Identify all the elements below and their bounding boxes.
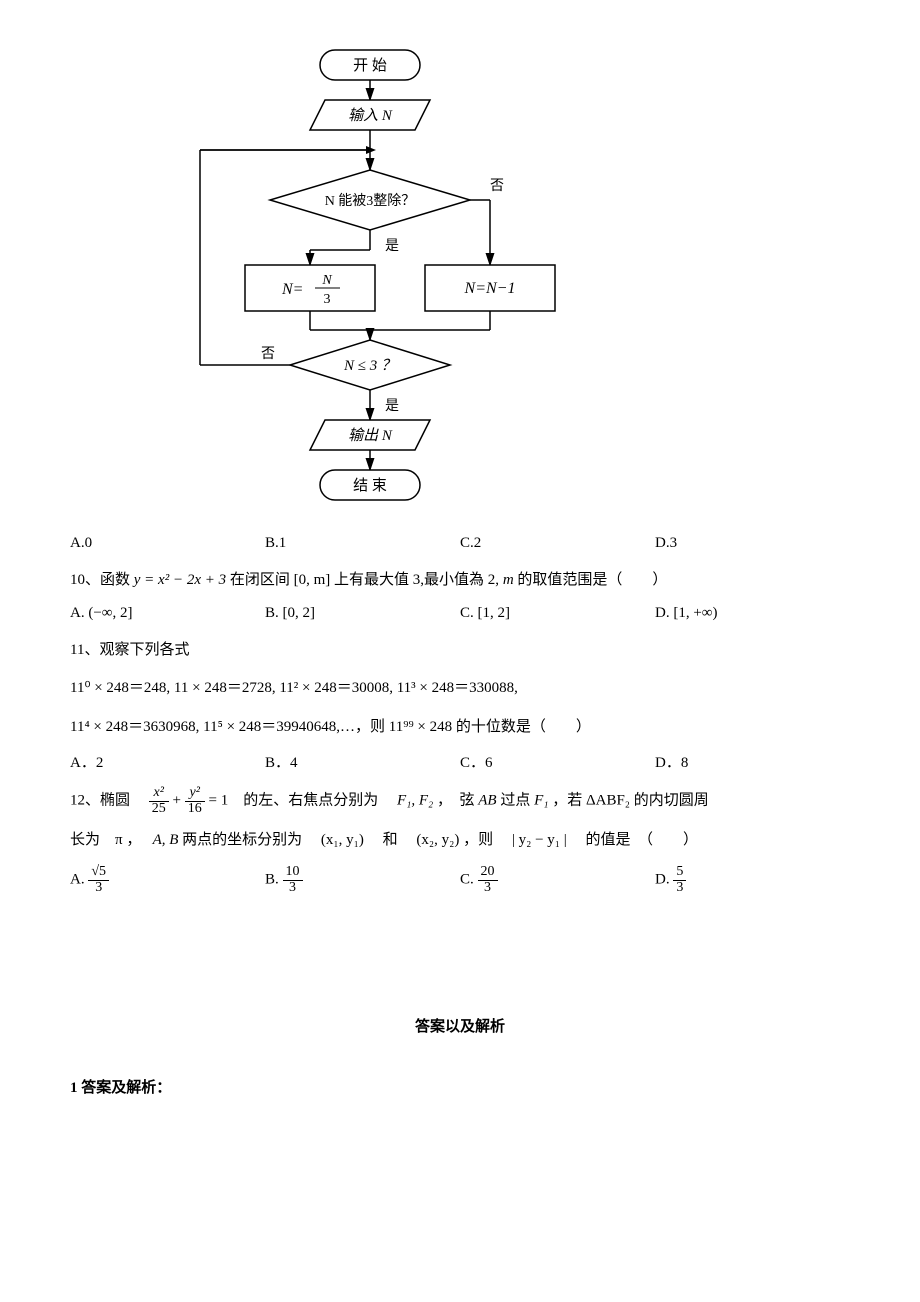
procL-num: N <box>321 273 332 288</box>
q12-line1: 12、椭圆 x² 25 + y² 16 = 1 的左、右焦点分别为 F₁, F₂… <box>70 786 850 816</box>
q12-d-den: 3 <box>673 881 686 896</box>
q10-opt-d: D. [1, +∞) <box>655 605 850 622</box>
q11-opt-a: A．2 <box>70 751 265 772</box>
q12-a-den: 3 <box>88 881 109 896</box>
node-end-label: 结 束 <box>353 477 387 494</box>
node-start-label: 开 始 <box>353 57 387 74</box>
node-input-label: 输入 N <box>348 107 393 124</box>
dec2-yes-label: 是 <box>385 399 399 414</box>
q11-opt-b: B．4 <box>265 751 460 772</box>
q12-a-pre: A. <box>70 872 88 888</box>
q12-d-pre: D. <box>655 872 673 888</box>
q11-l2b: 11⁵ × 248＝39940648,…，则 <box>203 719 389 735</box>
q10-opt-c: C. [1, 2] <box>460 605 655 622</box>
q12-tri: ΔABF₂ <box>586 793 630 809</box>
q12-l2d: 的值是 （ ） <box>571 832 699 848</box>
q10-mid1: 在闭区间 <box>230 572 294 588</box>
answer-1-heading: 1 答案及解析： <box>70 1076 850 1097</box>
node-dec1-label: N 能被3整除？ <box>325 193 416 209</box>
q12-options: A. √5 3 B. 10 3 C. 20 3 D. 5 3 <box>70 865 850 895</box>
q11-opt-c: C．6 <box>460 751 655 772</box>
q12-plus: + <box>173 793 185 809</box>
node-output-label: 输出 N <box>348 427 393 444</box>
q11-opt-d: D．8 <box>655 751 850 772</box>
q12-a-num: √5 <box>88 865 109 881</box>
q12-eq1: = 1 的左、右焦点分别为 <box>208 793 393 809</box>
q10-func: y = x² − 2x + 3 <box>134 572 226 588</box>
q12-line2: 长为 π ， A, B 两点的坐标分别为 (x₁, y₁) 和 (x₂, y₂)… <box>70 826 850 855</box>
q12-mid2: 过点 <box>500 793 534 809</box>
q10-mid2: 上有最大值 3,最小值為 2, <box>334 572 499 588</box>
q12-l2b: 两点的坐标分别为 <box>182 832 317 848</box>
procL-lhs: N= <box>281 281 303 298</box>
q11-l2c: 11⁹⁹ × 248 <box>389 719 452 735</box>
q12-f2-num: y² <box>185 786 205 802</box>
q11-l1c: 11² × 248＝30008, <box>279 680 393 696</box>
q10-options: A. (−∞, 2] B. [0, 2] C. [1, 2] D. [1, +∞… <box>70 605 850 622</box>
q12-f1-num: x² <box>149 786 169 802</box>
procR-label: N=N−1 <box>464 280 516 297</box>
q12-foci: F₁, F₂ <box>397 793 433 809</box>
q9-opt-a: A.0 <box>70 535 265 552</box>
dec1-yes-label: 是 <box>385 239 399 254</box>
flowchart: 开 始 输入 N N 能被3整除？ 否 是 N= N <box>130 40 850 515</box>
q12-f2-den: 16 <box>185 802 205 817</box>
q12-d-num: 5 <box>673 865 686 881</box>
q11-l1a: 11⁰ × 248＝248, <box>70 680 170 696</box>
procL-den: 3 <box>324 292 331 307</box>
dec1-no-label: 否 <box>490 179 504 194</box>
q12-mid3: ，若 <box>552 793 586 809</box>
q12-p2: (x₂, y₂) <box>416 832 459 848</box>
q12-c-num: 20 <box>478 865 498 881</box>
q12-prefix: 12、椭圆 <box>70 793 145 809</box>
q12-p1: (x₁, y₁) <box>321 832 364 848</box>
q10-stem: 10、函数 y = x² − 2x + 3 在闭区间 [0, m] 上有最大值 … <box>70 566 850 595</box>
q10-mvar: m <box>503 572 514 588</box>
q10-opt-b: B. [0, 2] <box>265 605 460 622</box>
q12-mid1: ， 弦 <box>437 793 478 809</box>
q12-l2c: ，则 <box>463 832 508 848</box>
q11-head: 11、观察下列各式 <box>70 636 850 665</box>
q12-and: 和 <box>368 832 413 848</box>
q10-opt-a: A. (−∞, 2] <box>70 605 265 622</box>
q9-options: A.0 B.1 C.2 D.3 <box>70 535 850 552</box>
q12-b-pre: B. <box>265 872 283 888</box>
q12-diff: | y₂ − y₁ | <box>512 832 567 848</box>
q12-f1-den: 25 <box>149 802 169 817</box>
q12-b-den: 3 <box>283 881 303 896</box>
q11-line1: 11⁰ × 248＝248, 11 × 248＝2728, 11² × 248＝… <box>70 674 850 703</box>
q9-opt-c: C.2 <box>460 535 655 552</box>
q11-line2: 11⁴ × 248＝3630968, 11⁵ × 248＝39940648,…，… <box>70 713 850 742</box>
q12-mid4: 的内切圆周 <box>634 793 709 809</box>
q11-options: A．2 B．4 C．6 D．8 <box>70 751 850 772</box>
q12-c-den: 3 <box>478 881 498 896</box>
node-dec2-label: N ≤ 3 ？ <box>343 358 396 374</box>
q11-l2a: 11⁴ × 248＝3630968, <box>70 719 199 735</box>
q10-interval: [0, m] <box>294 572 331 588</box>
dec2-no-label: 否 <box>261 347 275 362</box>
q11-l1b: 11 × 248＝2728, <box>174 680 276 696</box>
q10-suffix: 的取值范围是（ ） <box>517 572 667 588</box>
flowchart-svg: 开 始 输入 N N 能被3整除？ 否 是 N= N <box>130 40 560 510</box>
q12-c-pre: C. <box>460 872 478 888</box>
q9-opt-d: D.3 <box>655 535 850 552</box>
q11-l1d: 11³ × 248＝330088, <box>397 680 518 696</box>
q12-l2a: 长为 π ， <box>70 832 149 848</box>
answers-title: 答案以及解析 <box>70 1015 850 1036</box>
q10-prefix: 10、函数 <box>70 572 134 588</box>
q12-b-num: 10 <box>283 865 303 881</box>
q12-ab: AB <box>478 793 496 809</box>
q12-ab2: A, B <box>153 832 179 848</box>
q9-opt-b: B.1 <box>265 535 460 552</box>
q12-f1: F₁ <box>534 793 548 809</box>
q11-l2d: 的十位数是（ ） <box>456 719 591 735</box>
